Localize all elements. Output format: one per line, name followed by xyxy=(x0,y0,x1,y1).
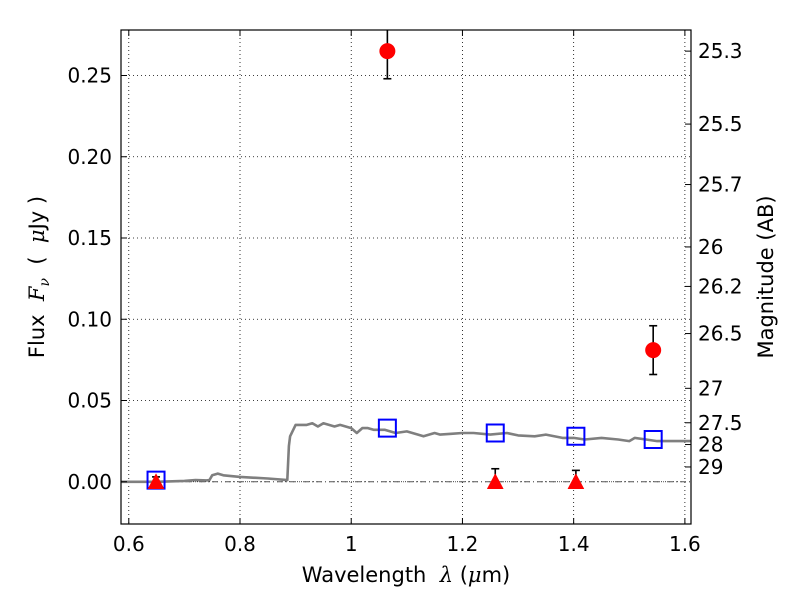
upper-limit-triangle xyxy=(147,473,165,489)
plot-frame xyxy=(120,29,692,525)
magnitude-tick-label: 25.5 xyxy=(698,112,743,136)
y-tick-label: 0.10 xyxy=(67,307,112,331)
x-tick-label: 1 xyxy=(345,532,358,556)
markers xyxy=(146,30,663,490)
x-tick-label: 1.2 xyxy=(447,532,479,556)
sed-line xyxy=(121,421,691,484)
upper-limit-triangle xyxy=(486,473,504,489)
magnitude-tick-label: 25.3 xyxy=(698,39,743,63)
x-tick-label: 1.4 xyxy=(558,532,590,556)
magnitude-tick-label: 27.5 xyxy=(698,411,743,435)
magnitude-tick-label: 28 xyxy=(698,433,723,457)
y-tick-label: 0.00 xyxy=(67,470,112,494)
right-axis-label: Magnitude (AB) xyxy=(754,195,778,358)
y-tick-label: 0.15 xyxy=(67,226,112,250)
magnitude-tick-label: 26.5 xyxy=(698,322,743,346)
ticks xyxy=(121,30,691,524)
x-tick-label: 0.6 xyxy=(113,532,145,556)
detection-point xyxy=(645,342,662,359)
svg-text:Flux Fν ( μJy ): Flux Fν ( μJy ) xyxy=(25,196,53,358)
y-axis-label: Flux Fν ( μJy ) xyxy=(25,196,53,358)
model-photometry-square xyxy=(485,423,505,443)
magnitude-tick-label: 26 xyxy=(698,235,723,259)
y-tick-label: 0.25 xyxy=(67,64,112,88)
magnitude-tick-label: 26.2 xyxy=(698,274,743,298)
x-tick-label: 0.8 xyxy=(224,532,256,556)
tick-labels: 0.6 0.8 1 1.2 1.4 1.6 0.00 0.05 0.10 0.15 0.20 0.25… xyxy=(67,39,742,556)
y-tick-label: 0.20 xyxy=(67,145,112,169)
x-axis-label: Wavelength λ (μm) xyxy=(302,563,510,587)
model-photometry-square xyxy=(643,430,663,449)
grid xyxy=(121,30,691,524)
model-sed xyxy=(121,421,691,484)
y-tick-label: 0.05 xyxy=(67,389,112,413)
detection-point xyxy=(379,43,396,60)
magnitude-tick-label: 27 xyxy=(698,376,723,400)
x-tick-label: 1.6 xyxy=(669,532,701,556)
model-photometry-square xyxy=(566,426,586,446)
svg-text:Magnitude (AB): Magnitude (AB) xyxy=(754,195,778,358)
upper-limit-triangle xyxy=(567,473,585,489)
magnitude-tick-label: 29 xyxy=(698,455,723,479)
magnitude-tick-label: 25.7 xyxy=(698,173,743,197)
model-photometry-square xyxy=(377,418,397,438)
